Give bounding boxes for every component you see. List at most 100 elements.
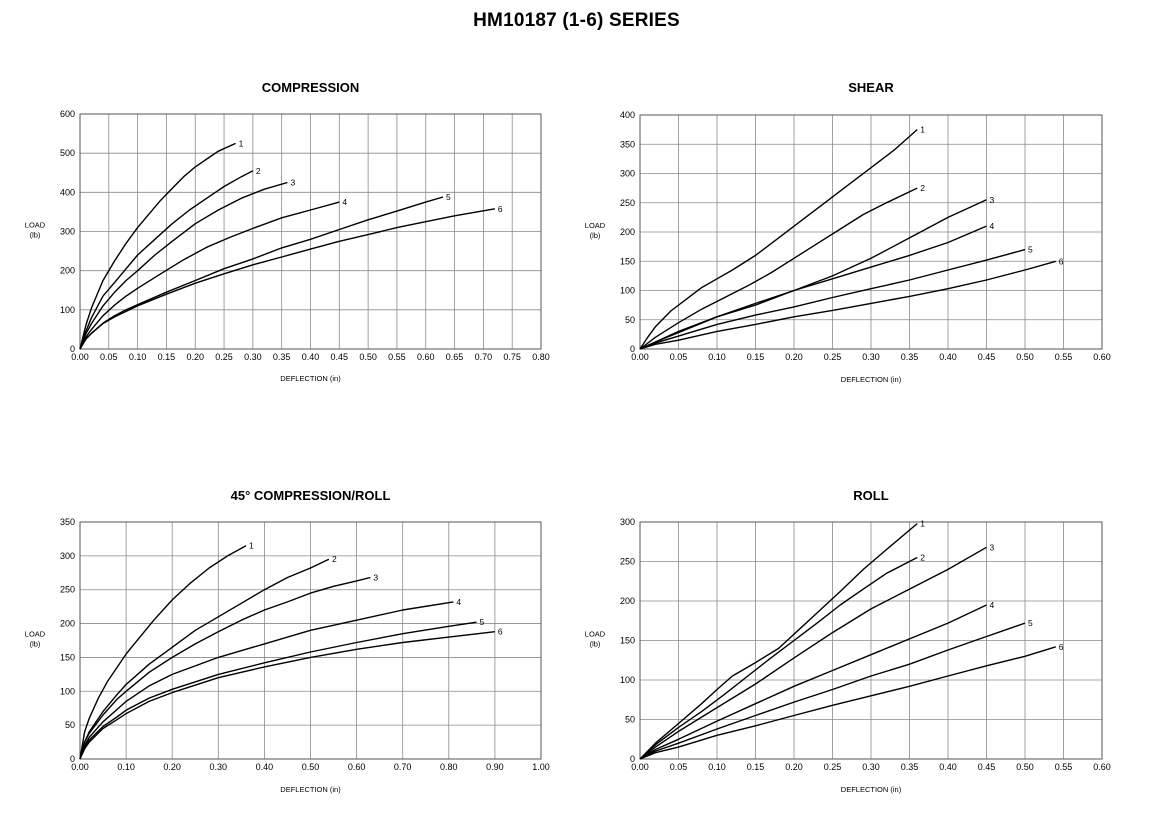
y-tick-label: 0 — [70, 344, 75, 354]
series-line-5 — [79, 621, 477, 760]
x-tick-label: 0.70 — [475, 352, 493, 362]
series-label-4: 4 — [990, 221, 995, 231]
x-tick-label: 0.10 — [117, 762, 135, 772]
x-tick-label: 0.10 — [129, 352, 147, 362]
x-tick-label: 0.25 — [824, 352, 842, 362]
x-tick-label: 0.60 — [1093, 762, 1111, 772]
x-tick-label: 0.40 — [256, 762, 274, 772]
x-axis-label: DEFLECTION (in) — [841, 375, 902, 384]
x-tick-label: 0.25 — [824, 762, 842, 772]
x-tick-label: 0.30 — [862, 762, 880, 772]
y-tick-label: 50 — [625, 715, 635, 725]
series-line-2 — [79, 558, 330, 760]
series-label-1: 1 — [249, 541, 254, 551]
chart-1: SHEAR 0.00 0.05 0.10 0.15 0.20 0.25 0.30 0.35 0.4… — [585, 80, 1111, 384]
y-tick-label: 350 — [60, 517, 75, 527]
x-axis-label: DEFLECTION (in) — [280, 785, 341, 794]
x-tick-label: 0.40 — [939, 762, 957, 772]
chart-title: 45° COMPRESSION/ROLL — [231, 488, 391, 503]
y-tick-label: 500 — [60, 148, 75, 158]
x-tick-label: 0.20 — [785, 762, 803, 772]
series-label-3: 3 — [990, 195, 995, 205]
chart-title: COMPRESSION — [262, 80, 360, 95]
series-line-4 — [639, 225, 987, 350]
x-tick-label: 0.05 — [670, 352, 688, 362]
series-line-6 — [79, 631, 495, 760]
x-tick-label: 0.05 — [670, 762, 688, 772]
y-tick-label: 100 — [60, 686, 75, 696]
x-tick-label: 0.80 — [440, 762, 458, 772]
series-label-1: 1 — [920, 125, 925, 135]
x-tick-label: 0.30 — [862, 352, 880, 362]
series-line-2 — [79, 170, 254, 350]
y-tick-label: 150 — [620, 636, 635, 646]
y-tick-label: 100 — [60, 305, 75, 315]
x-tick-label: 1.00 — [532, 762, 550, 772]
x-tick-label: 0.30 — [244, 352, 262, 362]
series-label-2: 2 — [920, 553, 925, 563]
x-tick-label: 0.40 — [939, 352, 957, 362]
x-tick-label: 0.60 — [417, 352, 435, 362]
x-tick-label: 0.55 — [1055, 762, 1073, 772]
x-tick-label: 0.00 — [71, 762, 89, 772]
x-tick-label: 0.45 — [331, 352, 349, 362]
chart-3: ROLL 0.00 0.05 0.10 0.15 0.20 0.25 0.30 0.35 0.40… — [585, 488, 1111, 794]
series-line-6 — [639, 646, 1057, 760]
series-label-4: 4 — [456, 597, 461, 607]
y-tick-label: 50 — [625, 315, 635, 325]
y-tick-label: 300 — [620, 169, 635, 179]
x-tick-label: 0.55 — [1055, 352, 1073, 362]
y-tick-label: 300 — [620, 517, 635, 527]
y-axis-label: LOAD — [25, 221, 46, 230]
series-label-6: 6 — [498, 627, 503, 637]
y-axis-label: (lb) — [30, 231, 41, 240]
chart-0: COMPRESSION 0.00 0.05 0.10 0.15 0.20 0.25 0.30 0… — [25, 80, 550, 383]
x-tick-label: 0.90 — [486, 762, 504, 772]
series-label-3: 3 — [990, 542, 995, 552]
y-tick-label: 50 — [65, 720, 75, 730]
x-tick-label: 0.50 — [302, 762, 320, 772]
y-tick-label: 100 — [620, 286, 635, 296]
series-line-4 — [639, 604, 987, 760]
x-tick-label: 0.35 — [273, 352, 291, 362]
series-label-5: 5 — [1028, 618, 1033, 628]
y-tick-label: 300 — [60, 551, 75, 561]
series-line-4 — [79, 601, 454, 760]
chart-title: ROLL — [853, 488, 888, 503]
x-tick-label: 0.35 — [901, 762, 919, 772]
series-line-1 — [639, 523, 918, 760]
y-tick-label: 250 — [620, 557, 635, 567]
series-label-5: 5 — [1028, 245, 1033, 255]
plot-frame — [639, 521, 1103, 760]
series-line-5 — [639, 248, 1026, 350]
y-tick-label: 0 — [70, 754, 75, 764]
x-tick-label: 0.15 — [158, 352, 176, 362]
series-line-1 — [639, 129, 918, 350]
series-line-5 — [639, 622, 1026, 760]
x-tick-label: 0.70 — [394, 762, 412, 772]
series-line-6 — [639, 260, 1056, 350]
x-tick-label: 0.50 — [1016, 762, 1034, 772]
y-axis-label: LOAD — [25, 630, 46, 639]
series-line-4 — [79, 201, 340, 350]
x-tick-label: 0.75 — [503, 352, 521, 362]
y-tick-label: 100 — [620, 675, 635, 685]
x-tick-label: 0.15 — [747, 762, 765, 772]
y-tick-label: 400 — [620, 110, 635, 120]
y-tick-label: 0 — [630, 344, 635, 354]
series-label-2: 2 — [256, 166, 261, 176]
y-tick-label: 600 — [60, 109, 75, 119]
page-title: HM10187 (1-6) SERIES — [473, 10, 680, 31]
plot-frame — [79, 113, 542, 350]
x-tick-label: 0.20 — [163, 762, 181, 772]
y-axis-label: (lb) — [590, 640, 601, 649]
x-tick-label: 0.00 — [631, 352, 649, 362]
x-tick-label: 0.60 — [348, 762, 366, 772]
x-tick-label: 0.80 — [532, 352, 550, 362]
x-tick-label: 0.00 — [631, 762, 649, 772]
y-tick-label: 150 — [60, 652, 75, 662]
y-tick-label: 200 — [60, 619, 75, 629]
x-tick-label: 0.50 — [1016, 352, 1034, 362]
series-label-5: 5 — [446, 192, 451, 202]
